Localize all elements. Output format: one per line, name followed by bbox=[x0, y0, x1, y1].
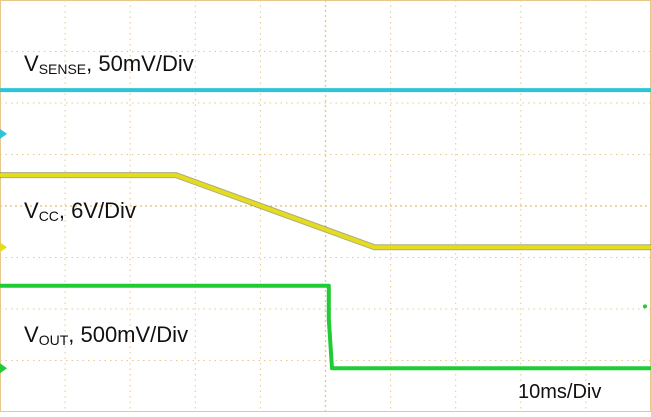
time-scale-label: 10ms/Div bbox=[518, 381, 602, 403]
vsense-label-scale: , 50mV/Div bbox=[86, 51, 194, 76]
vout-label-main: V bbox=[24, 322, 39, 347]
sense-channel-marker bbox=[0, 128, 7, 139]
vout-label-scale: , 500mV/Div bbox=[68, 322, 189, 347]
vcc-label-scale: , 6V/Div bbox=[58, 198, 136, 223]
vsense-label-sub: SENSE bbox=[38, 61, 87, 77]
vout-label-sub: OUT bbox=[38, 332, 69, 348]
vcc-channel-marker bbox=[0, 242, 7, 253]
vout-right-dot bbox=[643, 304, 647, 309]
channel-markers bbox=[0, 128, 647, 374]
vsense-label: VSENSE, 50mV/Div bbox=[24, 51, 194, 77]
scope-traces bbox=[0, 88, 651, 371]
vcc-label-sub: CC bbox=[38, 208, 59, 224]
vcc-trace bbox=[0, 173, 651, 250]
vout-label: VOUT, 500mV/Div bbox=[24, 322, 189, 348]
vcc-label: VCC, 6V/Div bbox=[24, 198, 136, 224]
vout-trace bbox=[0, 283, 651, 371]
vout-channel-marker bbox=[0, 363, 7, 374]
vsense-label-main: V bbox=[24, 51, 39, 76]
vcc-label-main: V bbox=[24, 198, 39, 223]
